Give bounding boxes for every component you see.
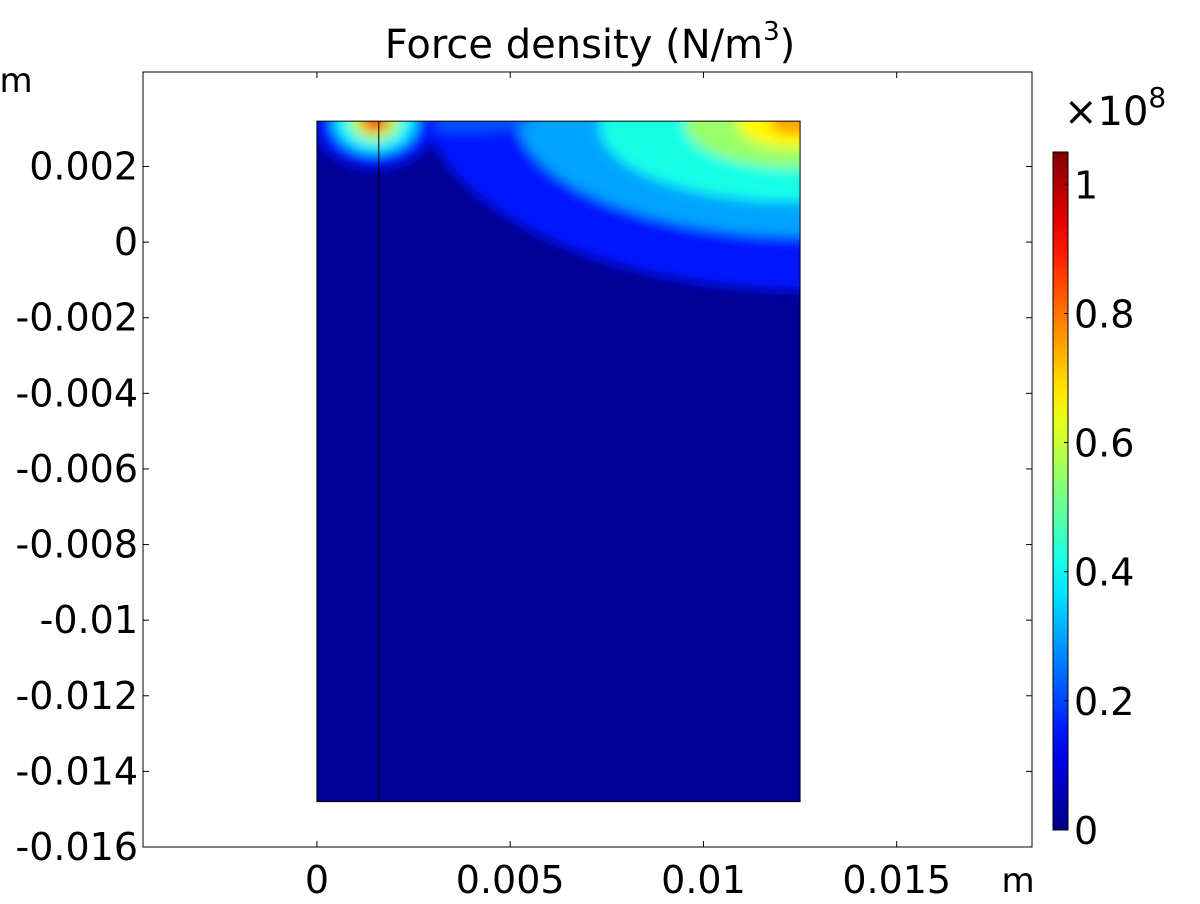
x-tick-label: 0.01 [661,858,746,900]
y-axis-ticks: 0.002 0 -0.002 -0.004 -0.006 -0.008 -0.01 -0.01… [16,145,1032,869]
colorbar-tick-label: 0.4 [1074,551,1134,595]
colorbar-tick-label: 0.6 [1074,422,1134,466]
chart-title: Force density (N/m3) [385,17,795,68]
colorbar-multiplier: ×108 [1064,81,1166,135]
colorbar-tick-label: 0.2 [1074,680,1134,724]
y-tick-label: -0.01 [40,598,138,642]
axes-frame [142,71,1033,848]
y-tick-label: -0.004 [16,371,139,415]
y-tick-label: -0.014 [16,749,139,793]
x-axis-ticks: 0 0.005 0.01 0.015 [305,72,951,902]
y-tick-label: -0.012 [16,674,139,718]
y-tick-label: -0.008 [16,523,139,567]
colorbar-tick-label: 0.8 [1074,292,1134,336]
x-tick-label: 0.015 [842,858,951,900]
colorbar-ticks: 0 0.2 0.4 0.6 0.8 1 [1064,163,1134,853]
y-tick-label: -0.016 [16,825,139,869]
y-tick-label: 0.002 [29,145,138,189]
colorbar [1052,151,1069,831]
y-tick-label: 0 [114,220,138,264]
colorbar-tick-label: 1 [1074,163,1098,207]
y-tick-label: -0.002 [16,296,139,340]
colorbar-tick-label: 0 [1074,809,1098,853]
domain-boundary [316,120,801,803]
y-tick-label: -0.006 [16,447,139,491]
field-domain [316,121,801,802]
x-axis-label: m [1001,861,1034,900]
x-tick-label: 0.005 [456,858,565,900]
x-tick-label: 0 [305,858,329,900]
y-axis-label: m [0,61,33,101]
